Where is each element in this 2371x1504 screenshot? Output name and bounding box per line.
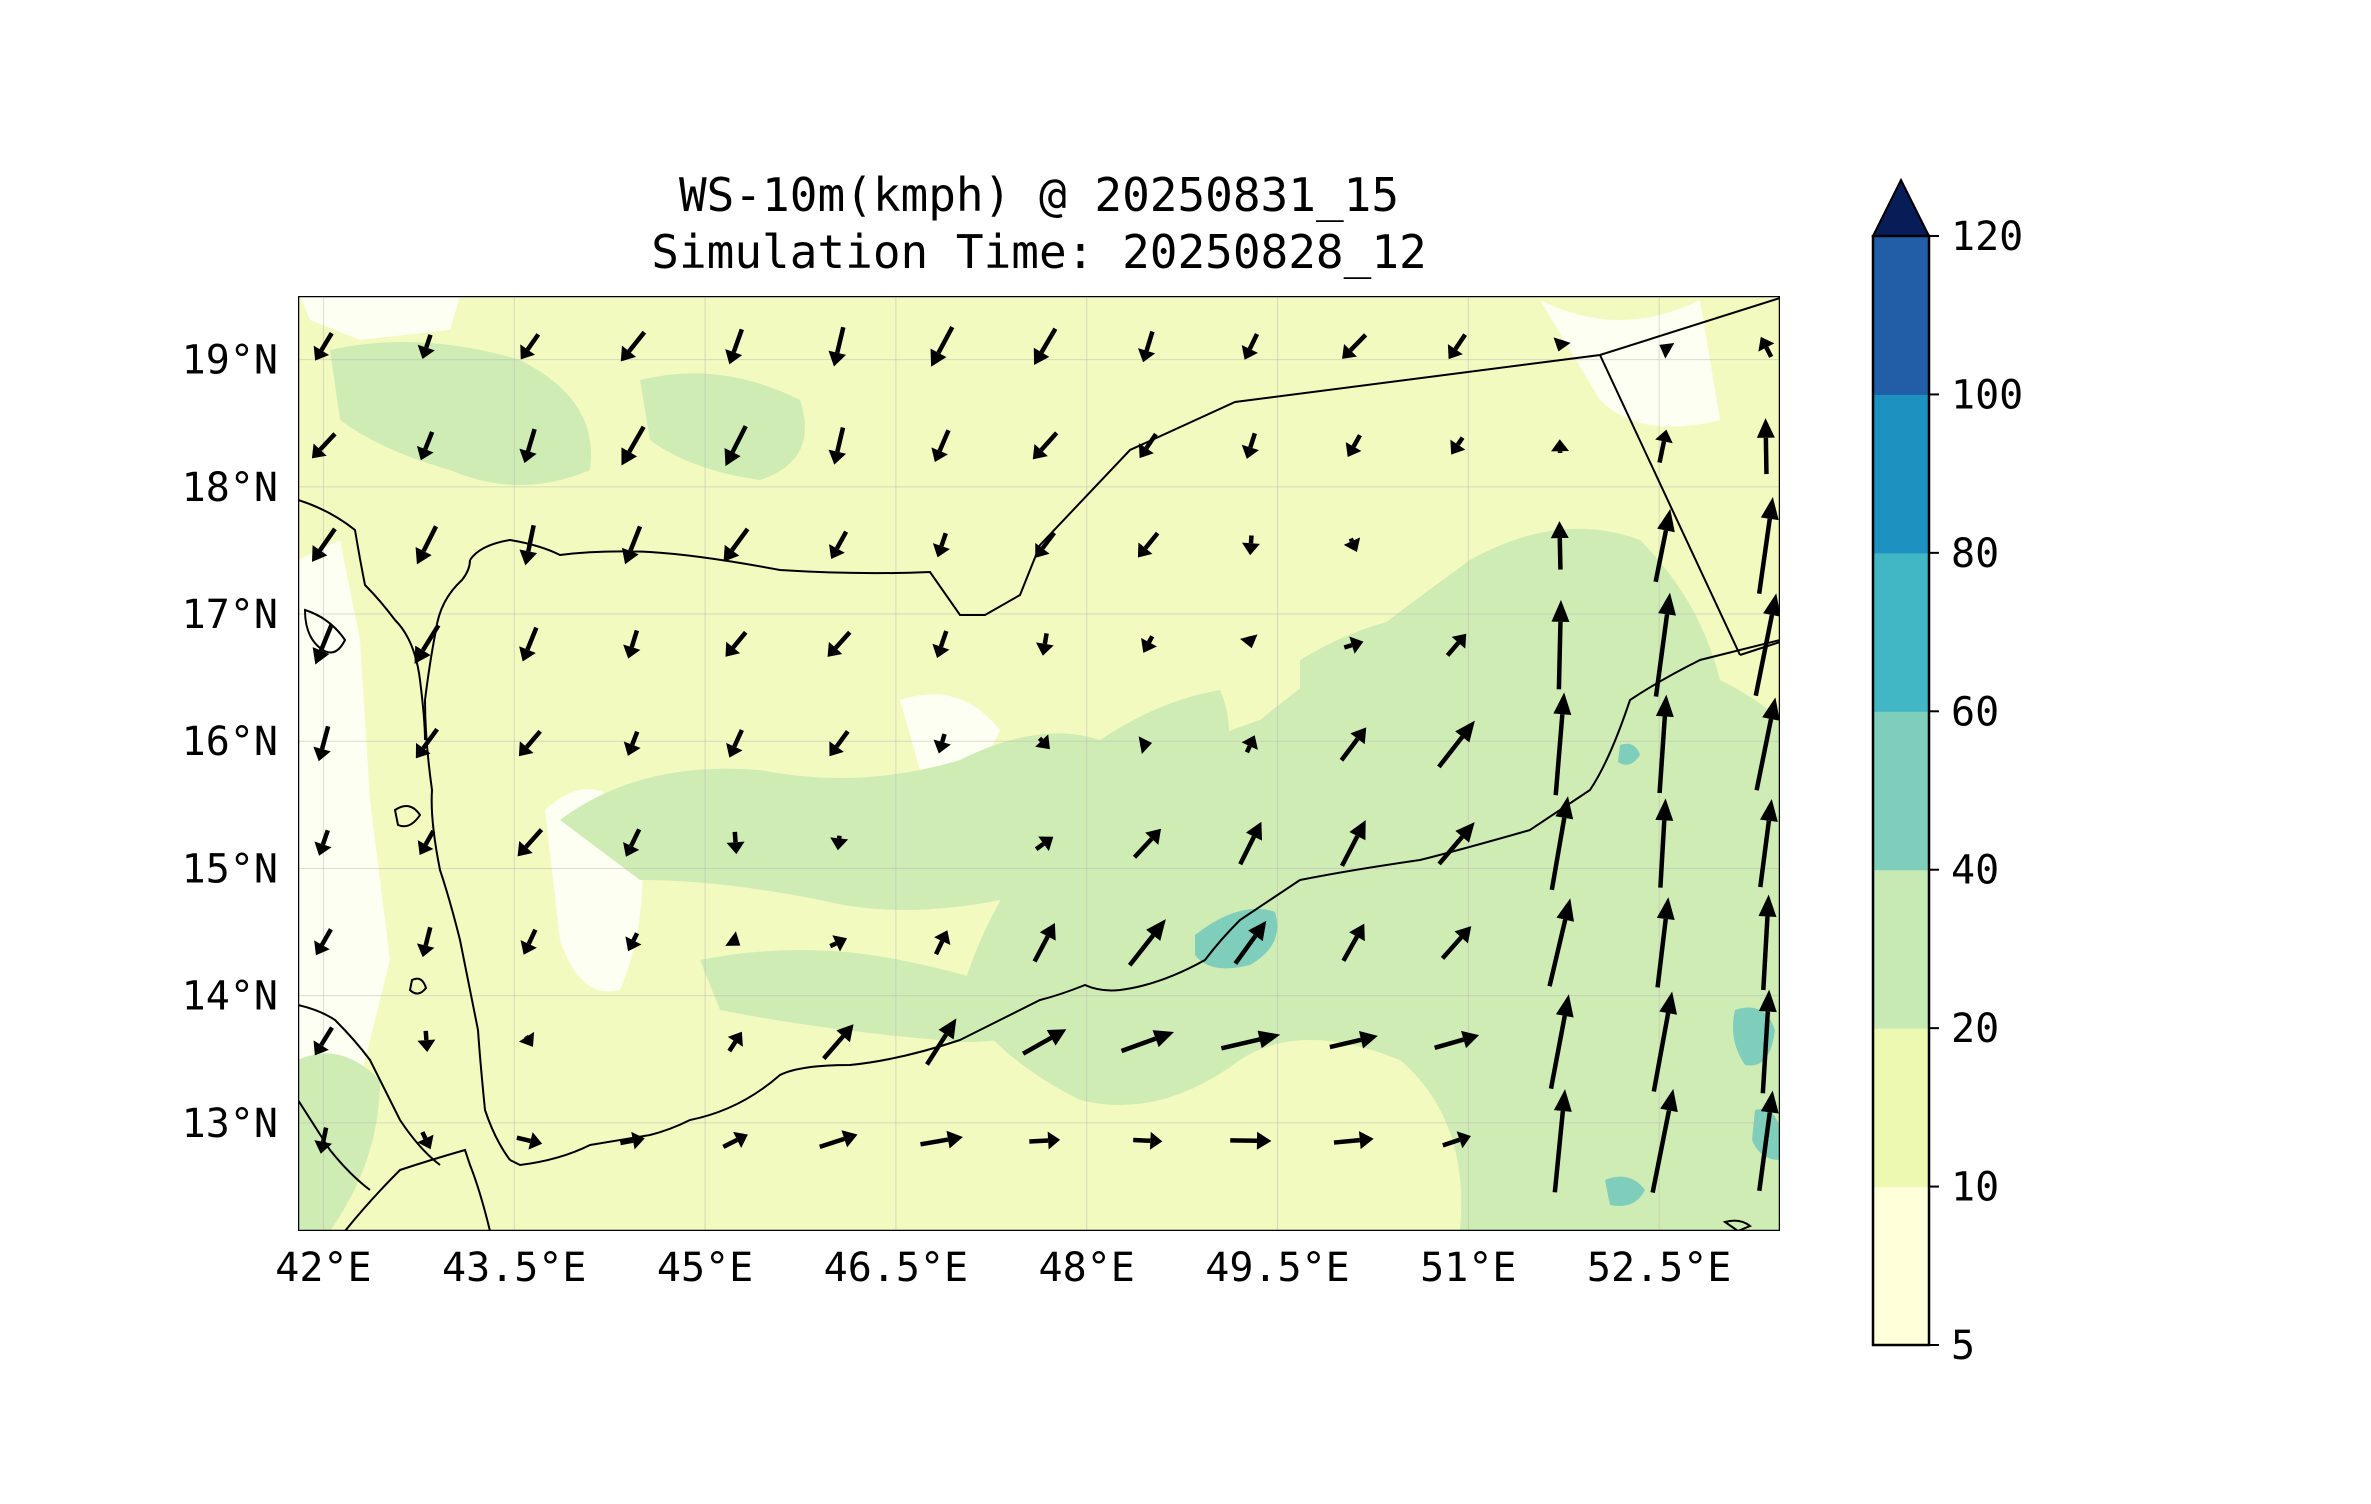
colorbar-band [1873,553,1929,712]
lat-tick-label: 14°N [182,974,278,1020]
colorbar-tick-label: 100 [1951,372,2023,418]
colorbar-tick-label: 120 [1951,214,2023,260]
map-title-line1: WS-10m(kmph) @ 20250831_15 [679,168,1399,222]
colorbar-band [1873,1187,1929,1346]
colorbar-tick-label: 5 [1951,1323,1975,1369]
lat-tick-label: 18°N [182,465,278,511]
lat-tick-label: 13°N [182,1101,278,1147]
colorbar-tick-label: 80 [1951,531,1999,577]
lat-tick-label: 19°N [182,338,278,384]
lon-tick-label: 51°E [1420,1245,1516,1291]
colorbar-tick-label: 60 [1951,689,1999,735]
colorbar-band [1873,394,1929,553]
longitude-axis: 42°E 43.5°E 45°E 46.5°E 48°E 49.5°E 51°E 52.5°E [275,1245,1731,1291]
colorbar-tick-label: 10 [1951,1165,1999,1211]
latitude-axis: 13°N 14°N 15°N 16°N 17°N 18°N 19°N [182,338,278,1147]
colorbar-extend-max [1873,180,1929,236]
lon-tick-label: 52.5°E [1587,1245,1732,1291]
lat-tick-label: 17°N [182,592,278,638]
lon-tick-label: 46.5°E [824,1245,969,1291]
colorbar-tick-label: 20 [1951,1006,1999,1052]
lon-tick-label: 43.5°E [442,1245,587,1291]
lat-tick-label: 15°N [182,846,278,892]
colorbar: 5 10 20 40 60 80 100 120 [1873,180,2023,1369]
colorbar-tick-label: 40 [1951,848,1999,894]
map-panel [298,296,1781,1231]
lon-tick-label: 49.5°E [1205,1245,1350,1291]
colorbar-band [1873,236,1929,395]
colorbar-band [1873,1028,1929,1187]
map-title-line2: Simulation Time: 20250828_12 [651,225,1426,279]
colorbar-band [1873,711,1929,870]
colorbar-band [1873,870,1929,1029]
lon-tick-label: 42°E [275,1245,371,1291]
lon-tick-label: 45°E [657,1245,753,1291]
lon-tick-label: 48°E [1039,1245,1135,1291]
lat-tick-label: 16°N [182,719,278,765]
